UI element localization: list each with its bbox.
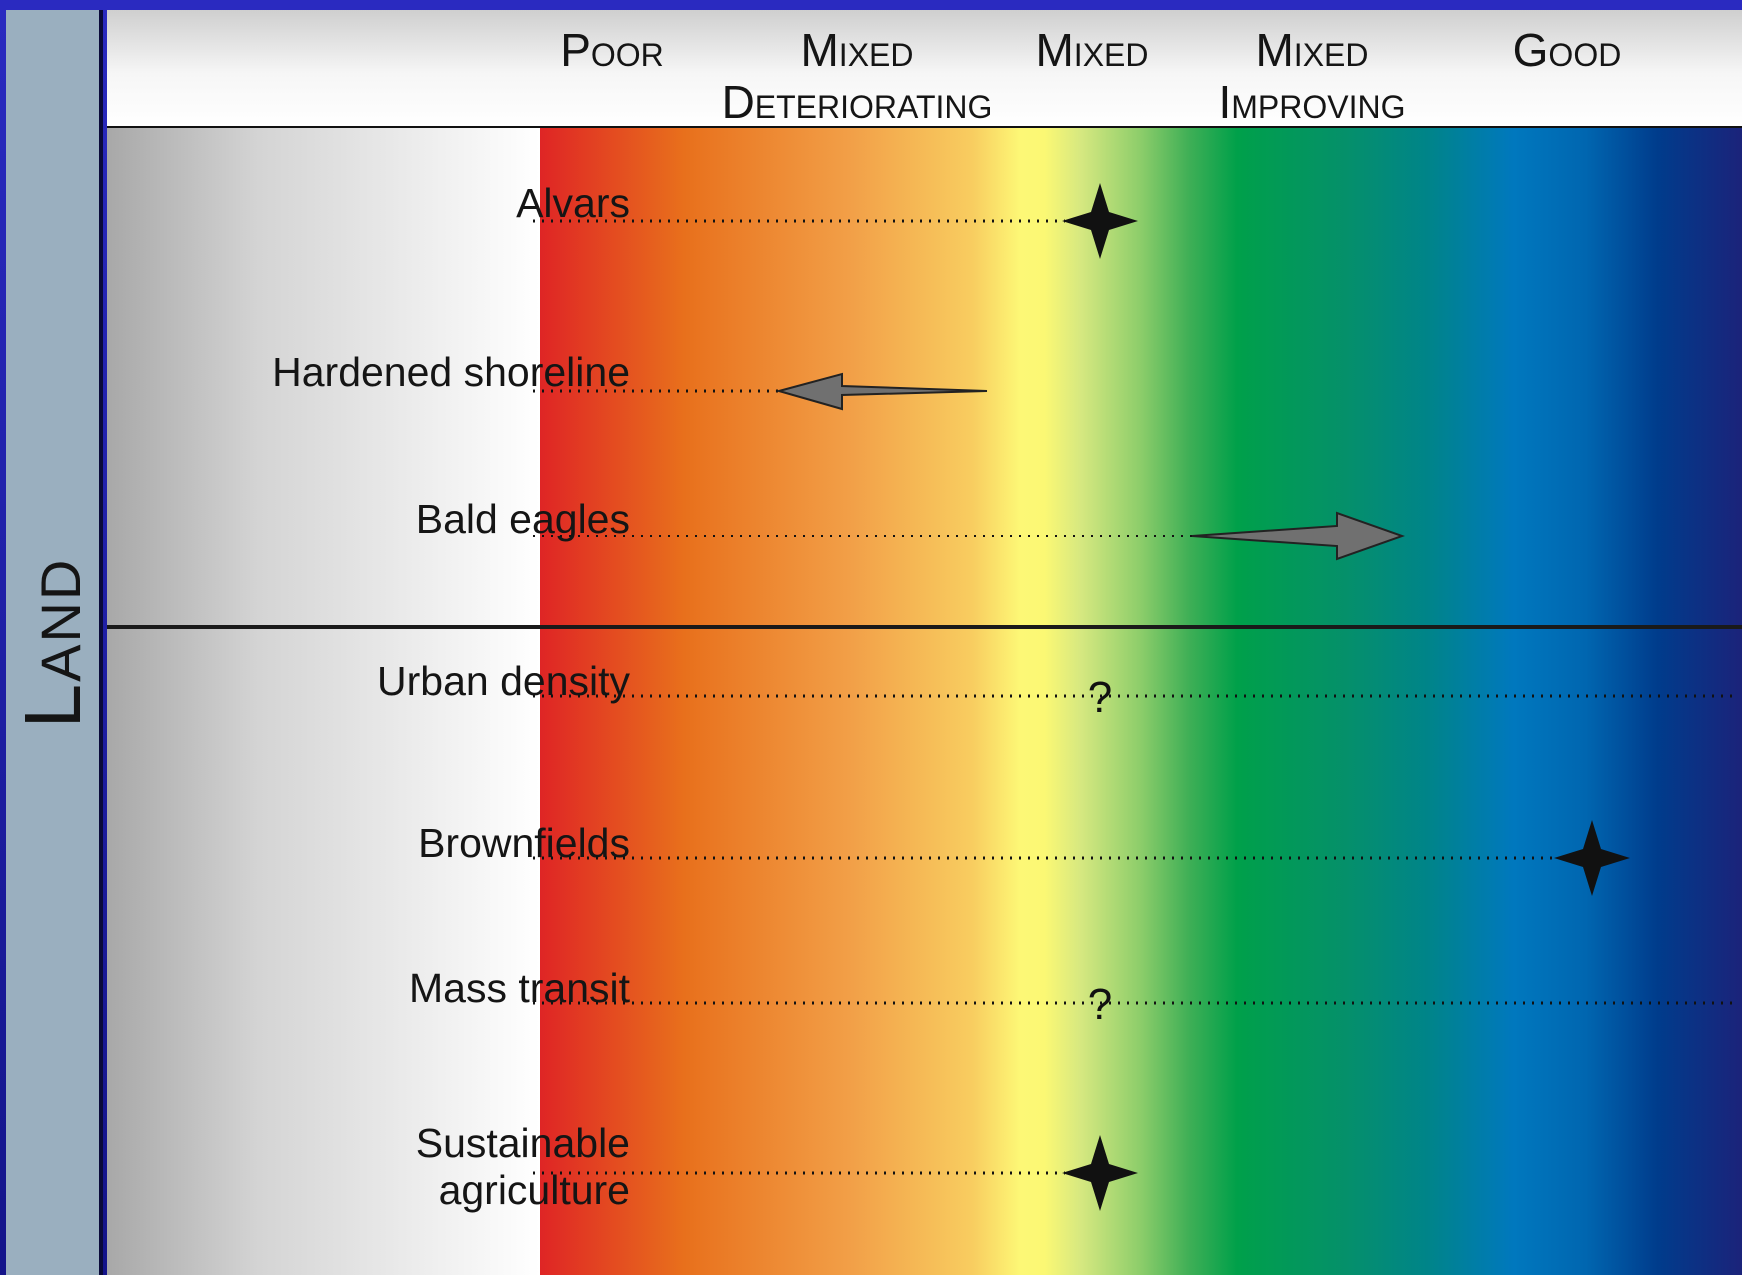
status-gradient-scale [540,128,1742,1275]
indicator-5-unknown-status-mark: ? [1088,980,1112,1029]
indicator-0-status-star [1062,183,1138,259]
section-divider [107,625,1742,629]
indicator-markers-layer: ?? [533,183,1737,1211]
scale-label-mixed-deteriorating: Mixed Deteriorating [721,24,993,128]
scale-label-good: Good [1512,24,1622,76]
indicator-label-mass-transit: Mass transit [409,965,630,1011]
indicator-label-hardened-shoreline: Hardened shoreline [272,349,630,395]
indicator-4-status-star [1554,820,1630,896]
status-chart: Poor Mixed Deteriorating Mixed Mixed Imp… [107,10,1742,1275]
indicator-3-unknown-status-mark: ? [1088,673,1112,722]
scale-label-mixed-improving: Mixed Improving [1218,24,1406,128]
indicator-1-deteriorating-arrow [775,372,988,411]
scale-label-mixed: Mixed [1035,24,1149,76]
indicator-label-sustainable-agriculture: Sustainable agriculture [415,1120,630,1213]
category-sidebar: Land [6,10,103,1275]
indicator-label-bald-eagles: Bald eagles [415,496,630,542]
indicator-2-improving-arrow [1191,511,1405,561]
scale-header: Poor Mixed Deteriorating Mixed Mixed Imp… [107,10,1742,128]
indicator-6-status-star [1062,1135,1138,1211]
scale-label-poor: Poor [560,24,664,76]
category-label: Land [7,557,97,728]
indicator-label-alvars: Alvars [516,180,630,226]
indicator-label-panel [107,128,540,1275]
indicator-label-brownfields: Brownfields [418,820,630,866]
